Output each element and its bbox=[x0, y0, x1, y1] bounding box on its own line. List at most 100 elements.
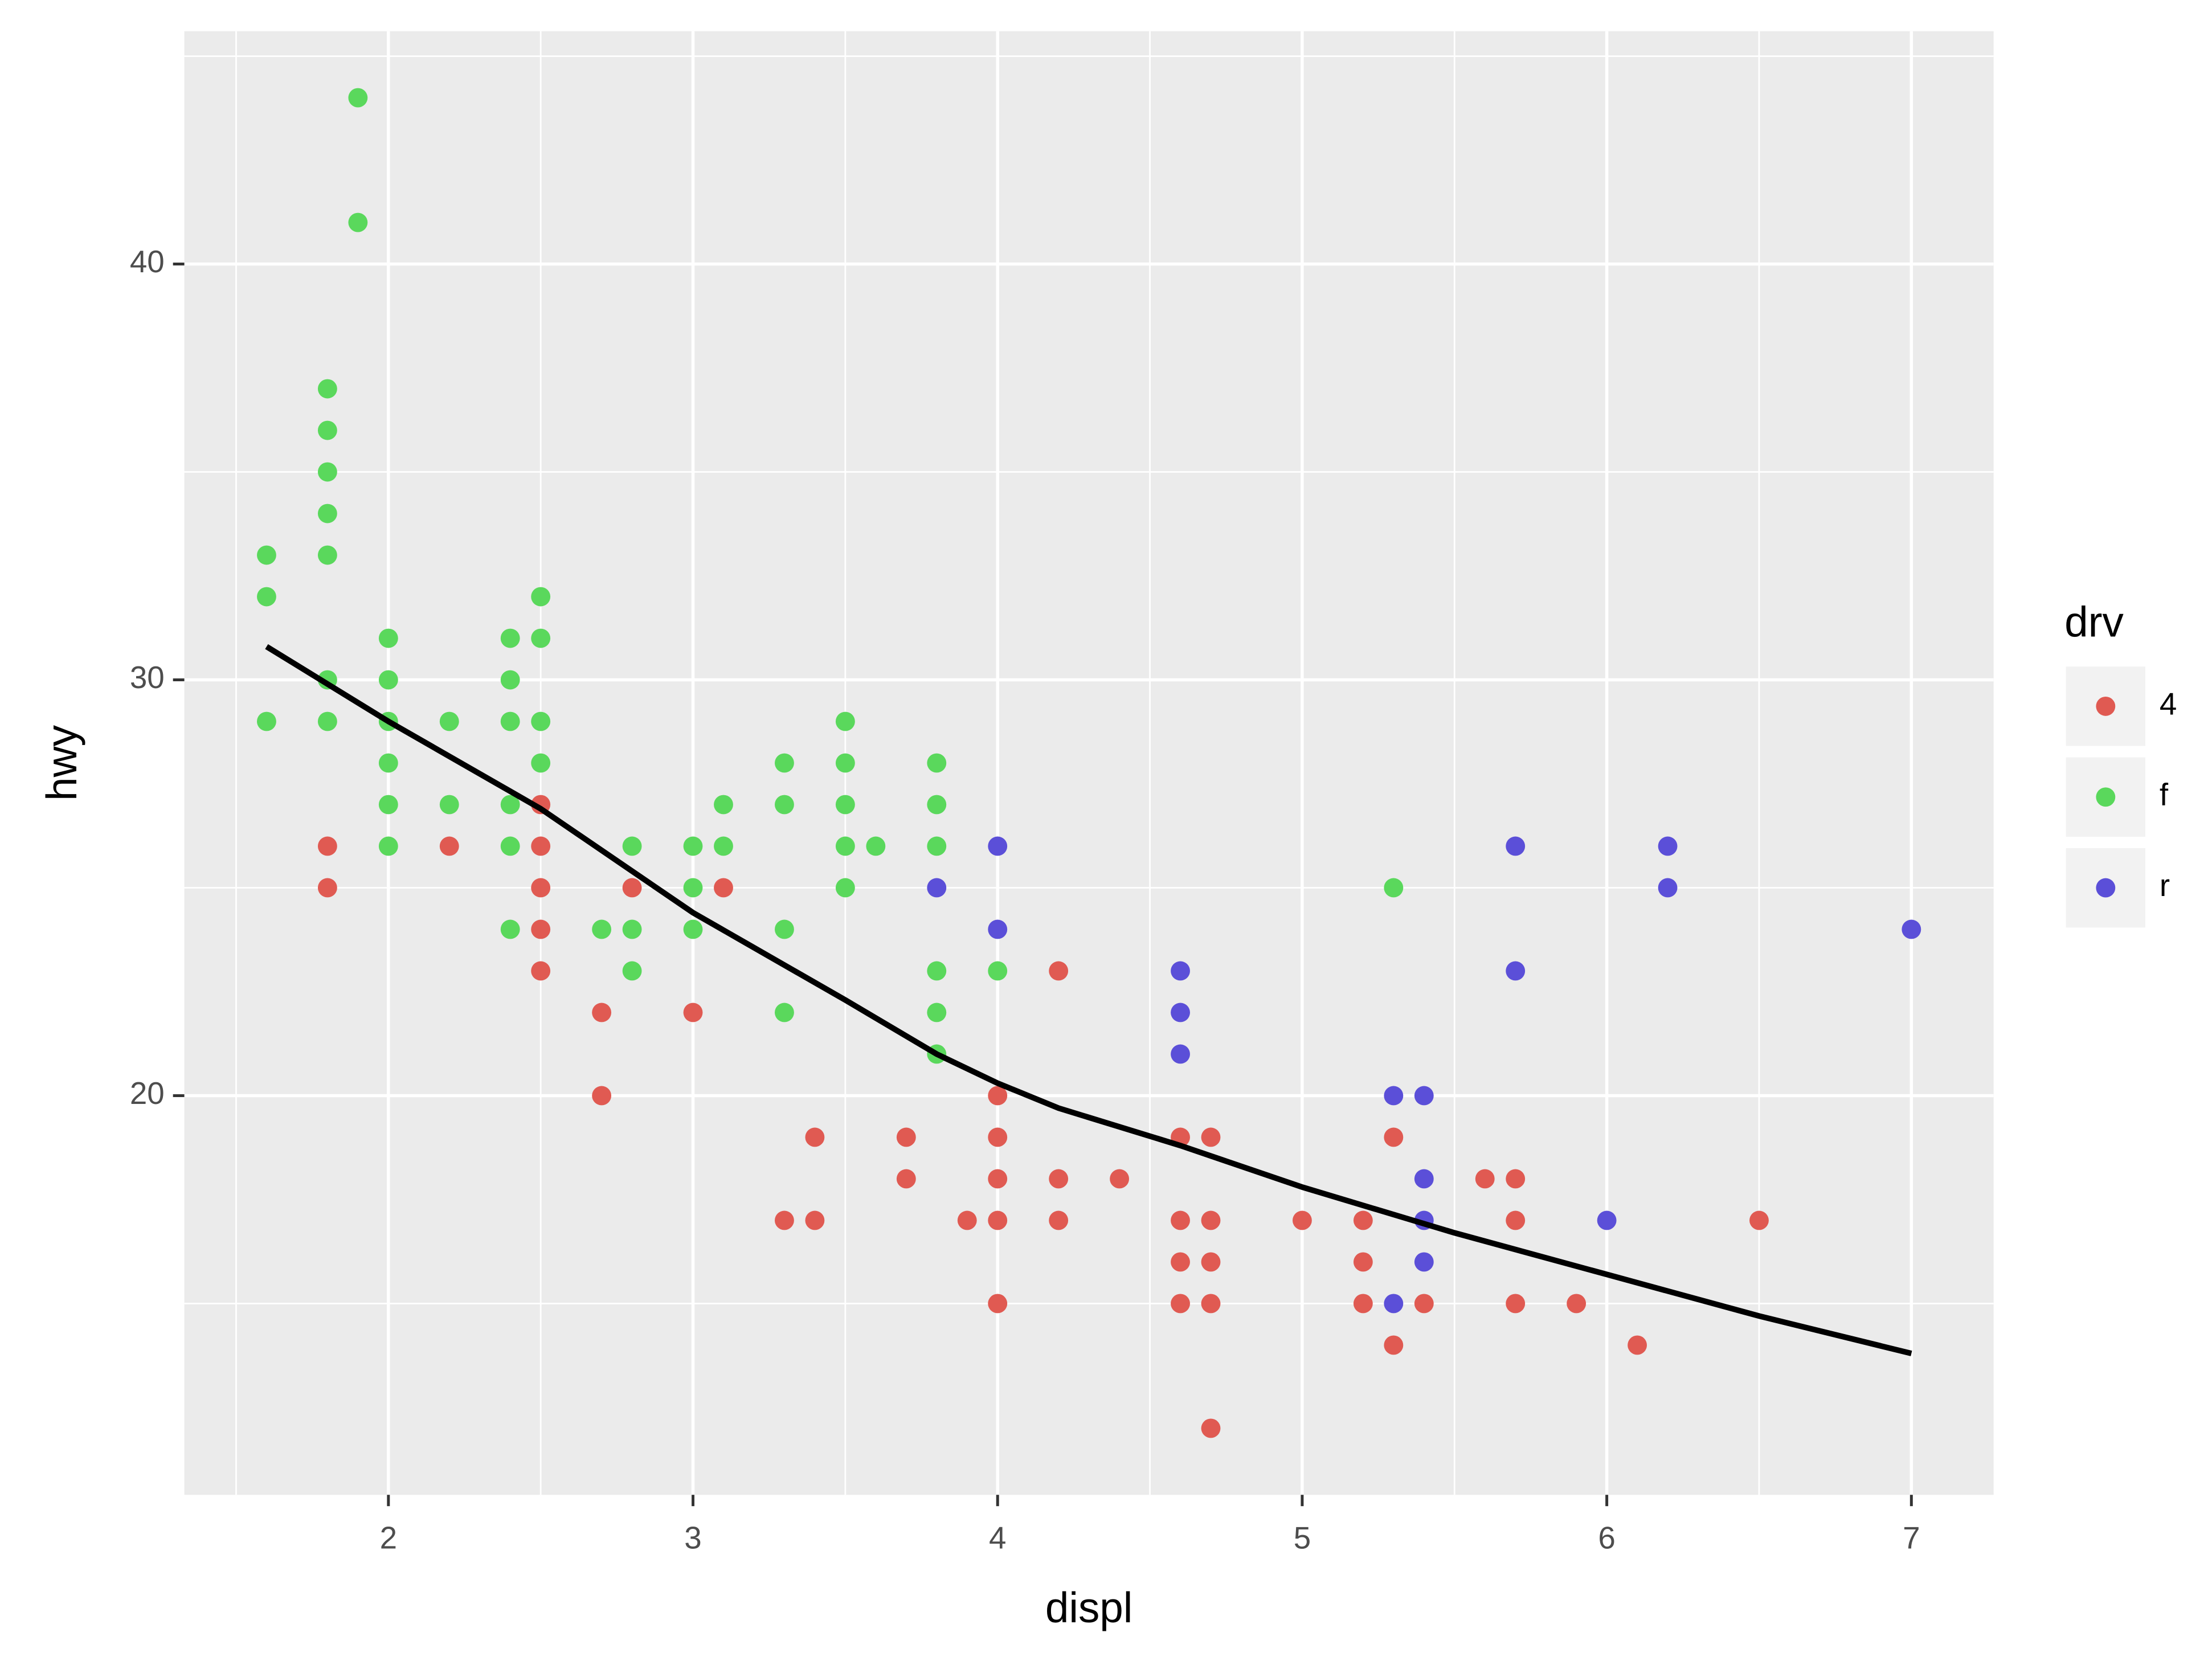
point bbox=[531, 961, 551, 981]
point bbox=[775, 919, 794, 939]
point bbox=[531, 919, 551, 939]
point bbox=[1902, 919, 1921, 939]
legend-label: 4 bbox=[2160, 686, 2177, 721]
point bbox=[317, 420, 337, 440]
point bbox=[1353, 1210, 1373, 1230]
point bbox=[896, 1169, 916, 1189]
point bbox=[1171, 1294, 1190, 1314]
legend-title: drv bbox=[2064, 598, 2124, 646]
point bbox=[531, 587, 551, 607]
point bbox=[714, 836, 733, 856]
point bbox=[348, 88, 368, 108]
point bbox=[1049, 961, 1069, 981]
point bbox=[1201, 1294, 1221, 1314]
point bbox=[1597, 1210, 1617, 1230]
point bbox=[988, 919, 1008, 939]
point bbox=[439, 836, 459, 856]
point bbox=[835, 795, 855, 815]
point bbox=[1201, 1418, 1221, 1438]
point bbox=[683, 919, 703, 939]
point bbox=[500, 795, 520, 815]
point bbox=[1506, 1210, 1526, 1230]
point bbox=[927, 795, 947, 815]
point bbox=[775, 753, 794, 773]
point bbox=[775, 1003, 794, 1022]
point bbox=[1171, 1003, 1190, 1022]
point bbox=[500, 628, 520, 648]
point bbox=[500, 670, 520, 690]
point bbox=[683, 878, 703, 898]
point bbox=[1414, 1252, 1434, 1272]
point bbox=[1506, 1169, 1526, 1189]
point bbox=[1628, 1335, 1647, 1355]
point bbox=[775, 795, 794, 815]
legend-symbol bbox=[2096, 696, 2116, 716]
point bbox=[500, 836, 520, 856]
x-tick-label: 4 bbox=[989, 1520, 1006, 1555]
point bbox=[257, 711, 276, 731]
point bbox=[378, 836, 398, 856]
point bbox=[988, 1294, 1008, 1314]
point bbox=[378, 670, 398, 690]
point bbox=[1749, 1210, 1769, 1230]
point bbox=[1049, 1169, 1069, 1189]
point bbox=[1201, 1127, 1221, 1147]
point bbox=[378, 628, 398, 648]
point bbox=[988, 1127, 1008, 1147]
point bbox=[927, 753, 947, 773]
point bbox=[896, 1127, 916, 1147]
point bbox=[1384, 1294, 1404, 1314]
point bbox=[1414, 1169, 1434, 1189]
point bbox=[622, 919, 642, 939]
point bbox=[317, 545, 337, 565]
point bbox=[714, 878, 733, 898]
point bbox=[317, 836, 337, 856]
point bbox=[317, 878, 337, 898]
point bbox=[531, 878, 551, 898]
point bbox=[1353, 1252, 1373, 1272]
point bbox=[1171, 1252, 1190, 1272]
point bbox=[988, 1086, 1008, 1106]
point bbox=[1414, 1086, 1434, 1106]
point bbox=[1384, 1335, 1404, 1355]
point bbox=[1567, 1294, 1587, 1314]
point bbox=[257, 587, 276, 607]
point bbox=[835, 711, 855, 731]
y-tick-label: 20 bbox=[130, 1075, 165, 1111]
point bbox=[805, 1210, 825, 1230]
trend-line bbox=[265, 644, 1912, 1356]
legend-symbol bbox=[2096, 878, 2116, 898]
point bbox=[500, 711, 520, 731]
point bbox=[866, 836, 886, 856]
x-tick-label: 5 bbox=[1294, 1520, 1311, 1555]
point bbox=[531, 836, 551, 856]
plot-marks bbox=[257, 88, 1921, 1438]
point bbox=[622, 878, 642, 898]
point bbox=[317, 379, 337, 399]
point bbox=[378, 753, 398, 773]
point bbox=[439, 711, 459, 731]
point bbox=[988, 961, 1008, 981]
point bbox=[531, 711, 551, 731]
point bbox=[592, 919, 612, 939]
point bbox=[592, 1003, 612, 1022]
point bbox=[1506, 1294, 1526, 1314]
point bbox=[1658, 836, 1678, 856]
point bbox=[775, 1210, 794, 1230]
legend-label: r bbox=[2160, 868, 2170, 903]
point bbox=[835, 878, 855, 898]
x-axis-title: displ bbox=[1045, 1584, 1133, 1631]
point bbox=[805, 1127, 825, 1147]
panel-background bbox=[184, 31, 1994, 1495]
point bbox=[317, 711, 337, 731]
point bbox=[835, 836, 855, 856]
point bbox=[1201, 1210, 1221, 1230]
point bbox=[592, 1086, 612, 1106]
point bbox=[348, 212, 368, 232]
point bbox=[683, 1003, 703, 1022]
point bbox=[988, 1210, 1008, 1230]
point bbox=[1475, 1169, 1495, 1189]
point bbox=[439, 795, 459, 815]
